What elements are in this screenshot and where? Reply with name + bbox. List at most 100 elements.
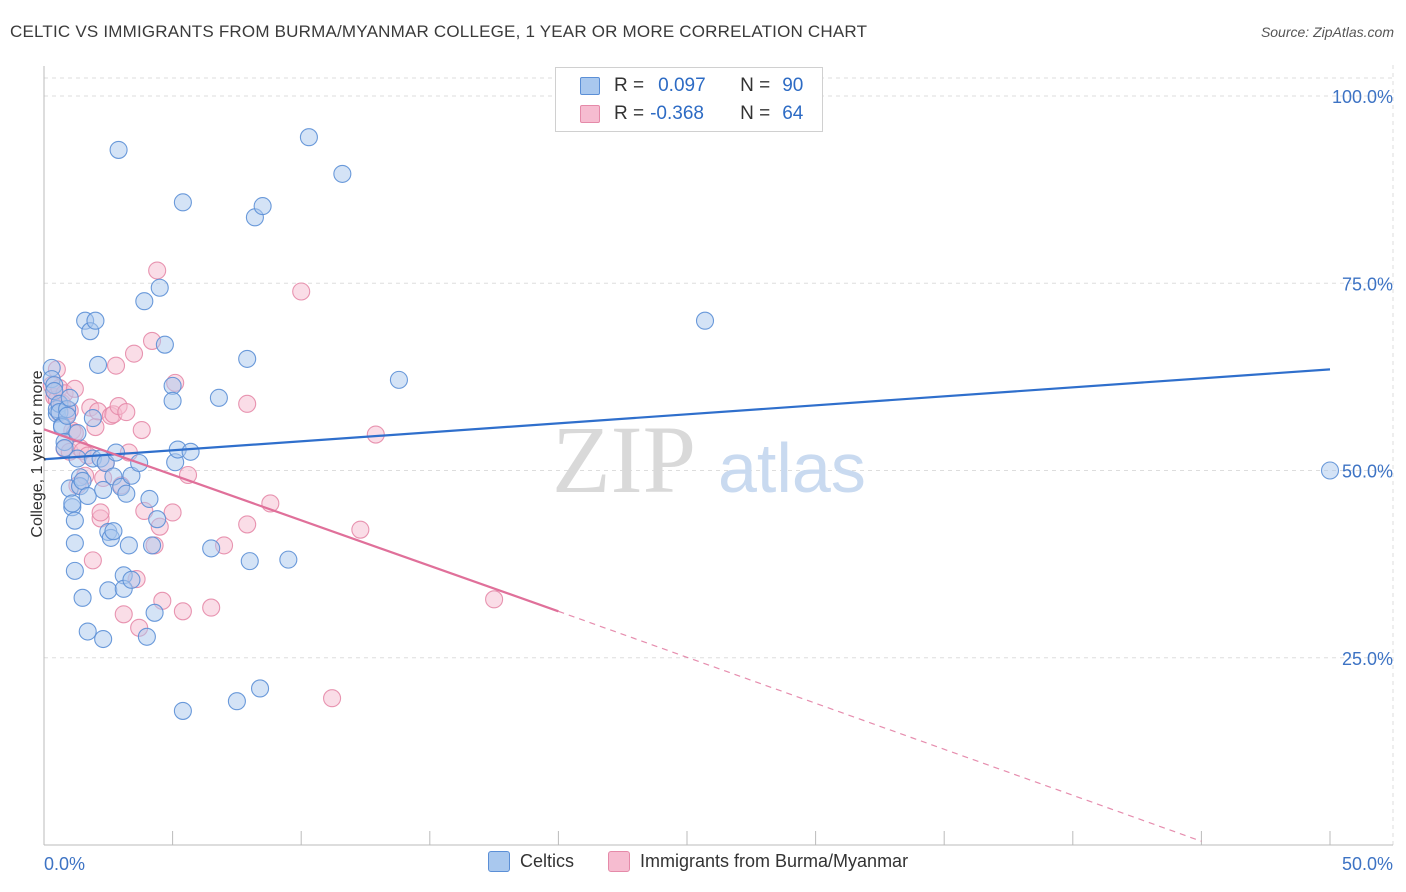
burma-point — [173, 602, 192, 621]
celtics-point — [122, 570, 141, 589]
source-label: Source: ZipAtlas.com — [1260, 24, 1394, 40]
celtics-point — [137, 627, 156, 646]
stats-legend: R = 0.097 N = 90 R = -0.368 N = 64 — [555, 67, 823, 132]
series-legend: Celtics Immigrants from Burma/Myanmar — [488, 851, 942, 872]
burma-swatch — [580, 105, 600, 123]
celtics-point — [173, 701, 192, 720]
celtics-point — [238, 349, 257, 368]
x-tick-label: 0.0% — [44, 854, 85, 874]
y-tick-label: 75.0% — [1342, 274, 1393, 294]
y-tick-label: 25.0% — [1342, 649, 1393, 669]
burma-point — [83, 551, 102, 570]
celtics-point — [68, 449, 87, 468]
celtics-point — [209, 388, 228, 407]
celtics-point — [227, 692, 246, 711]
celtics-point — [163, 391, 182, 410]
celtics-point — [94, 629, 113, 649]
celtics-point — [148, 510, 167, 529]
burma-point — [117, 403, 136, 422]
celtics-point — [109, 140, 128, 159]
celtics-point — [73, 588, 92, 607]
legend-n-value: 64 — [782, 103, 804, 124]
celtics-point — [99, 581, 118, 600]
chart-title: CELTIC VS IMMIGRANTS FROM BURMA/MYANMAR … — [10, 22, 868, 41]
burma-point — [292, 282, 311, 301]
legend-n-value: 90 — [782, 75, 804, 96]
celtics-point — [78, 486, 97, 506]
legend-row-celtics: R = 0.097 N = 90 — [580, 74, 803, 98]
celtics-point — [58, 406, 77, 425]
watermark: ZIP atlas — [552, 406, 866, 513]
burma-point — [148, 261, 167, 280]
celtics-swatch — [580, 77, 600, 95]
burma-point — [114, 605, 133, 624]
celtics-point — [86, 311, 105, 330]
celtics-point — [150, 278, 169, 297]
celtics-point — [63, 494, 82, 513]
legend-item-celtics: Celtics — [488, 851, 574, 872]
watermark-zip: ZIP — [552, 406, 696, 513]
celtics-point — [135, 292, 154, 311]
burma-trend-line — [43, 428, 559, 613]
legend-r-label: R = — [614, 75, 645, 96]
celtics-point — [145, 603, 164, 622]
burma-point — [485, 590, 504, 609]
celtics-swatch — [488, 851, 510, 872]
x-tick-label: 50.0% — [1342, 854, 1393, 874]
celtics-point — [88, 355, 108, 374]
burma-point — [106, 356, 126, 375]
legend-item-burma: Immigrants from Burma/Myanmar — [608, 851, 908, 872]
legend-celtics-label: Celtics — [520, 851, 575, 871]
celtics-point — [695, 311, 715, 330]
legend-r-value: 0.097 — [658, 75, 706, 96]
celtics-point — [65, 561, 84, 580]
burma-point — [163, 503, 182, 522]
celtics-point — [279, 550, 298, 569]
burma-point — [91, 503, 110, 522]
axes — [43, 66, 1393, 846]
celtics-point — [60, 388, 79, 407]
burma-swatch — [608, 851, 631, 872]
celtics-point — [142, 536, 162, 555]
watermark-atlas: atlas — [718, 429, 866, 507]
celtics-point — [140, 489, 159, 509]
celtics-point — [117, 484, 136, 503]
celtics-point — [299, 128, 318, 147]
burma-point — [351, 520, 370, 539]
burma-point — [202, 598, 221, 617]
burma-point — [323, 689, 342, 708]
celtics-point — [253, 197, 272, 216]
celtics-point — [94, 480, 113, 500]
legend-r-label: R = — [614, 103, 645, 124]
celtics-point — [65, 511, 84, 530]
legend-row-burma: R = -0.368 N = 64 — [580, 102, 803, 126]
y-tick-label: 50.0% — [1342, 462, 1393, 482]
burma-trend-extension — [558, 610, 1202, 842]
tick-labels: 25.0% 50.0% 75.0% 100.0% 0.0% 50.0% — [44, 87, 1393, 874]
burma-point — [124, 344, 144, 363]
celtics-point — [55, 438, 74, 458]
celtics-point — [65, 534, 84, 553]
celtics-point — [155, 335, 174, 354]
celtics-point — [250, 679, 270, 698]
celtics-point — [78, 622, 97, 641]
burma-point — [132, 421, 151, 440]
celtics-point — [389, 370, 408, 389]
trend-lines — [43, 368, 1331, 842]
celtics-point — [83, 409, 102, 428]
burma-point — [238, 394, 257, 413]
burma-point — [366, 425, 385, 444]
burma-point — [238, 515, 257, 534]
legend-burma-label: Immigrants from Burma/Myanmar — [640, 851, 909, 871]
celtics-point — [173, 193, 192, 212]
legend-n-label: N = — [740, 103, 771, 124]
celtics-point — [240, 552, 259, 571]
celtics-point — [333, 164, 352, 183]
legend-n-label: N = — [740, 75, 771, 96]
y-axis-label: College, 1 year or more — [29, 370, 46, 538]
celtics-point — [1320, 461, 1340, 480]
legend-r-value: -0.368 — [650, 103, 704, 124]
celtics-point — [119, 536, 138, 555]
celtics-point — [181, 442, 200, 461]
